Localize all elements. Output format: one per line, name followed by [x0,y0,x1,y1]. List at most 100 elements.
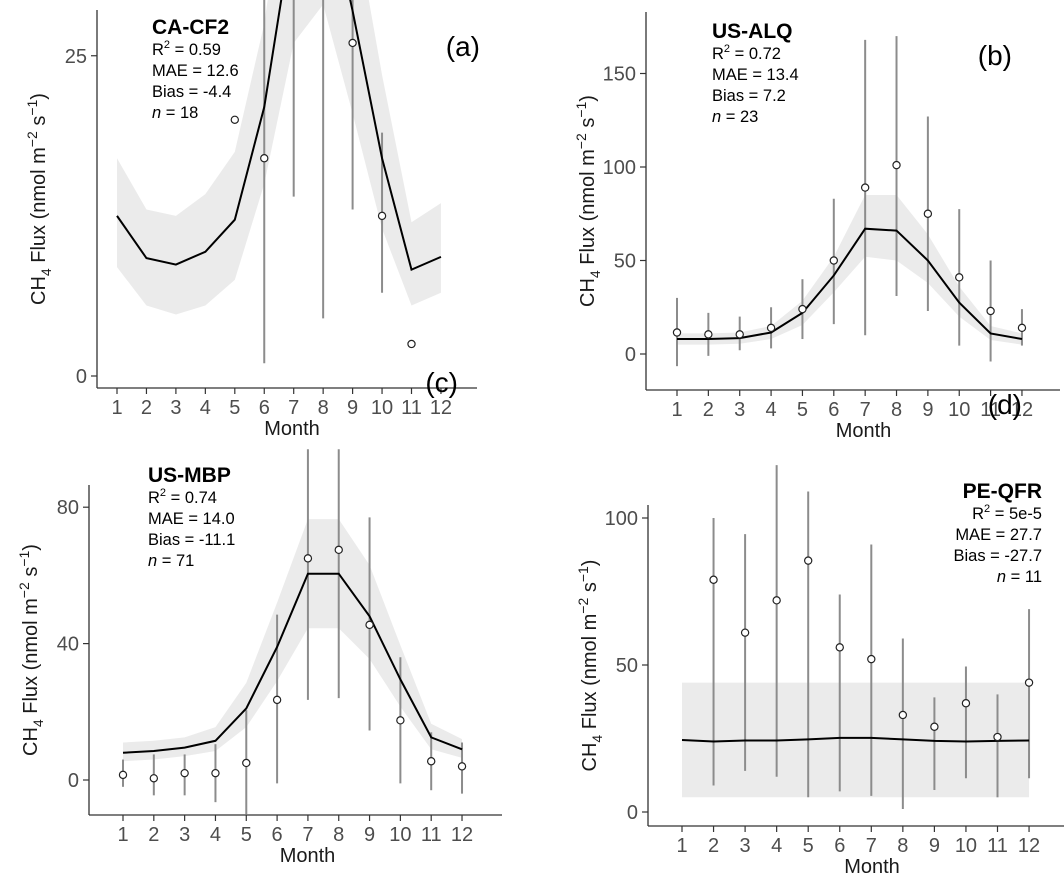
y-tick-label: 0 [68,770,79,792]
observation-point [365,620,374,630]
observation-point [829,256,839,265]
x-tick-label: 2 [148,824,159,846]
y-tick-label: 100 [605,508,638,530]
y-axis-title: CH4 Flux (nmol m−2 s−1) [24,93,54,305]
x-tick-label: 4 [771,835,782,857]
observation-point [860,183,870,192]
x-tick-label: 8 [897,835,908,857]
observation-point [303,554,313,563]
x-tick-label: 5 [241,824,252,846]
x-tick-label: 3 [170,397,181,419]
x-tick-label: 7 [860,399,871,421]
y-tick-label: 0 [76,366,87,388]
observation-point [149,774,159,783]
bias-stat: Bias = -11.1 [148,531,235,549]
y-tick-label: 0 [625,344,636,366]
observation-point [230,115,239,125]
x-tick-label: 4 [766,399,777,421]
observation-point [955,273,964,282]
observation-point [118,770,128,780]
site-name: US-ALQ [712,20,793,43]
x-tick-label: 6 [828,399,839,421]
n-stat: n = 23 [712,108,758,126]
x-tick-label: 10 [955,835,977,857]
x-tick-label: 9 [347,397,358,419]
x-tick-label: 12 [430,397,452,419]
bias-stat: Bias = 7.2 [712,87,786,105]
x-tick-label: 10 [948,399,970,421]
x-tick-label: 11 [987,835,1008,857]
observation-point [930,722,939,731]
uncertainty-band [682,682,1030,798]
x-tick-label: 3 [734,399,745,421]
x-tick-label: 4 [200,397,211,419]
panel-label: (a) [446,31,480,62]
n-stat: n = 71 [148,552,194,570]
x-tick-label: 1 [111,397,122,419]
n-stat: n = 18 [152,104,198,122]
x-tick-label: 11 [421,824,442,846]
y-tick-label: 80 [57,497,79,519]
model-line [122,572,463,754]
observation-point [1017,323,1027,333]
observation-point [961,699,971,708]
observation-point [798,304,807,314]
y-axis-title: CH4 Flux (nmol m−2 s−1) [16,544,46,756]
observation-point [804,556,813,565]
x-tick-label: 10 [371,397,393,419]
observation-point [735,330,744,339]
observation-point [396,716,405,725]
observation-point [867,654,876,664]
x-tick-label: 5 [797,399,808,421]
mae-stat: MAE = 12.6 [152,62,239,80]
observation-point [766,323,776,333]
x-tick-label: 6 [259,397,270,419]
x-axis-title: Month [280,845,336,867]
mae-stat: MAE = 27.7 [955,526,1042,544]
site-name: PE-QFR [963,480,1042,503]
y-tick-label: 50 [614,251,636,273]
x-tick-label: 8 [318,397,329,419]
observation-point [272,695,282,705]
panel-ca-cf2: 0255075100123456789101112MonthCH4 Flux (… [24,0,480,440]
observation-point [704,330,713,339]
x-tick-label: 8 [891,399,902,421]
x-tick-label: 1 [671,399,682,421]
x-tick-label: 4 [210,824,221,846]
uncertainty-band [123,519,463,762]
x-tick-label: 7 [302,824,313,846]
x-tick-label: 5 [229,397,240,419]
y-axis-title: CH4 Flux (nmol m−2 s−1) [573,95,603,307]
y-tick-label: 50 [616,655,638,677]
x-tick-label: 12 [451,824,473,846]
x-tick-label: 1 [676,835,687,857]
observation-point [260,154,269,163]
bias-stat: Bias = -4.4 [152,83,231,101]
site-name: US-MBP [148,464,231,487]
observation-point [892,160,901,170]
observation-point [672,328,682,337]
x-tick-label: 2 [708,835,719,857]
x-tick-label: 12 [1018,835,1040,857]
x-tick-label: 10 [389,824,411,846]
observation-point [740,628,750,637]
y-tick-label: 100 [603,157,636,179]
n-stat: n = 11 [997,568,1042,586]
y-tick-label: 0 [627,802,638,824]
x-tick-label: 11 [401,397,422,419]
panel-label: (b) [978,40,1012,71]
panel-label: (c) [425,367,458,398]
observation-point [348,38,357,48]
observation-point [772,596,781,605]
observation-point [709,575,718,584]
x-tick-label: 9 [922,399,933,421]
x-axis-title: Month [264,418,320,440]
observation-point [993,732,1002,742]
x-tick-label: 2 [141,397,152,419]
x-axis-title: Month [836,420,892,442]
bias-stat: Bias = -27.7 [953,547,1042,565]
observation-point [377,211,387,221]
observation-point [457,762,467,771]
